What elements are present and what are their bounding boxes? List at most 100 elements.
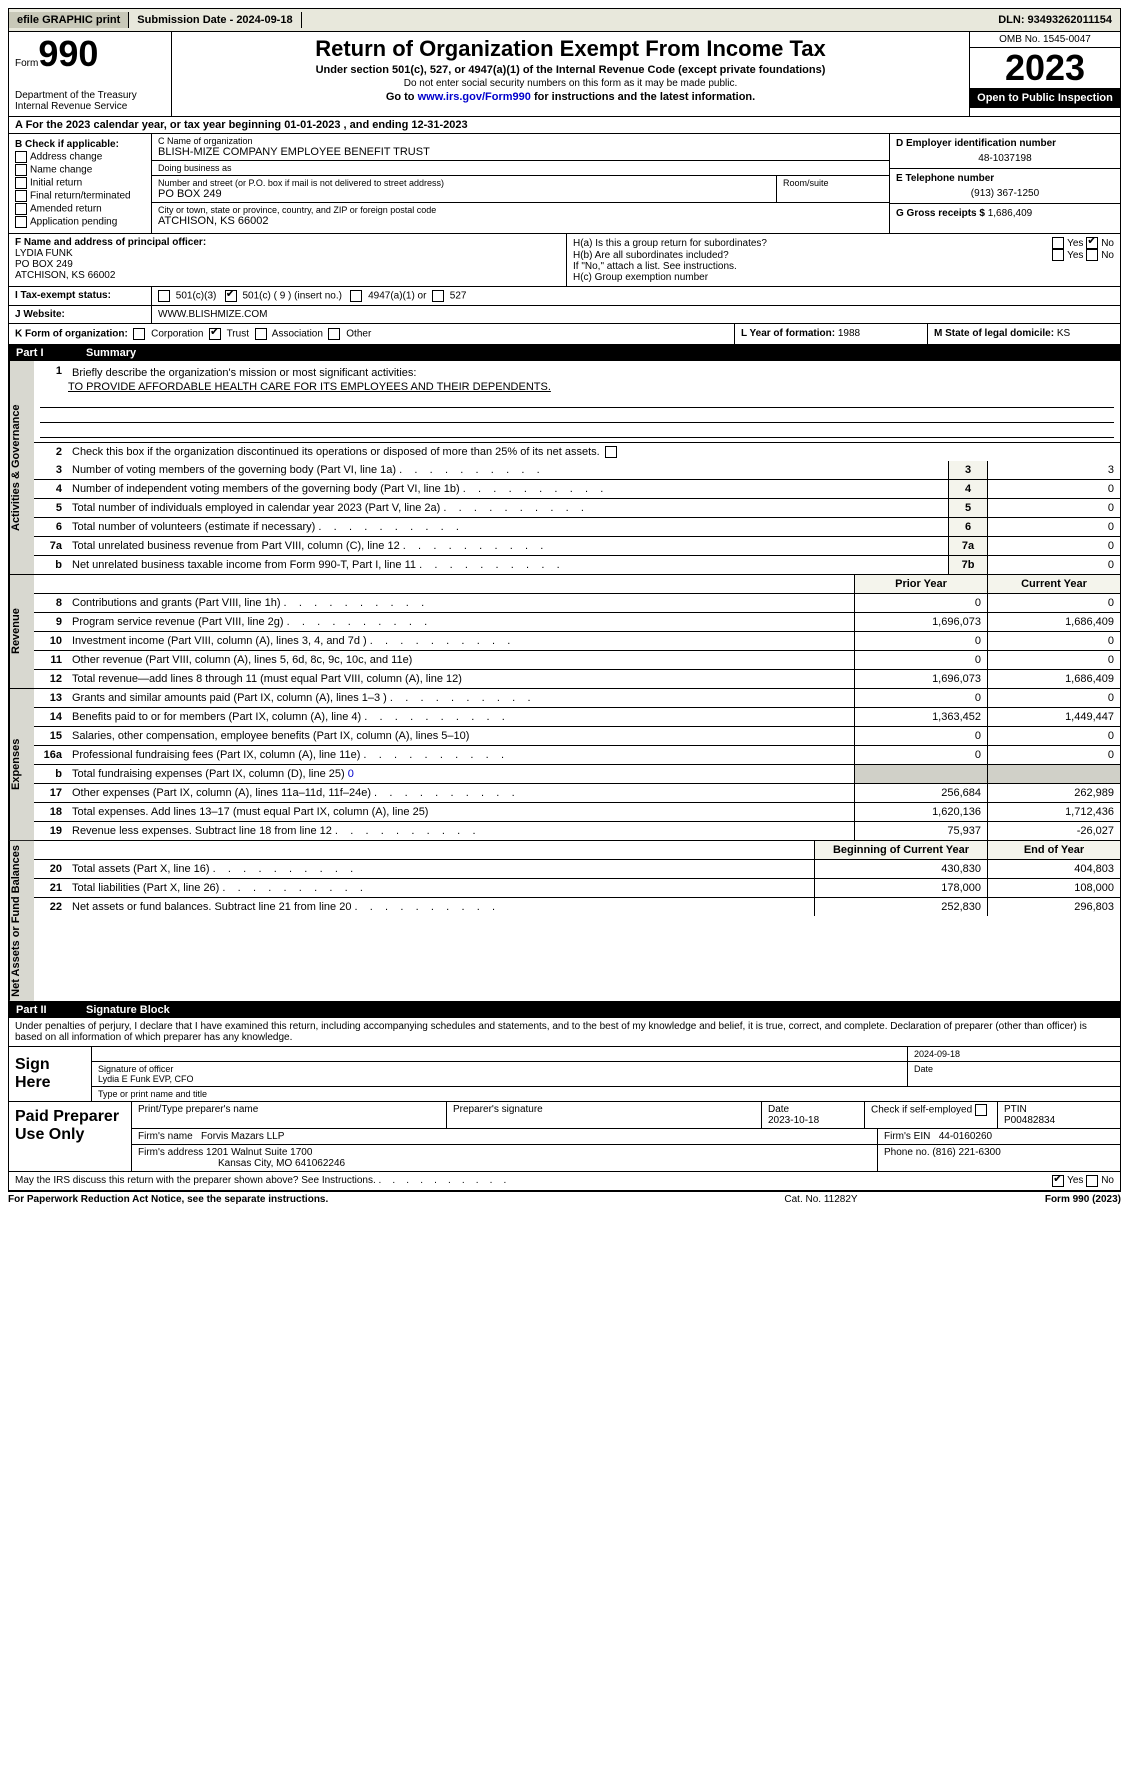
c16b <box>987 765 1120 783</box>
chk-initial-return[interactable] <box>15 177 27 189</box>
p11: 0 <box>854 651 987 669</box>
c-room-label: Room/suite <box>783 178 883 188</box>
klm-row: K Form of organization: Corporation Trus… <box>8 324 1121 345</box>
n20: 20 <box>34 863 68 875</box>
chk-name-change[interactable] <box>15 164 27 176</box>
chk-4947[interactable] <box>350 290 362 302</box>
l18-text: Total expenses. Add lines 13–17 (must eq… <box>68 804 854 820</box>
chk-hb-no[interactable] <box>1086 249 1098 261</box>
l8-text: Contributions and grants (Part VIII, lin… <box>68 595 854 611</box>
p8: 0 <box>854 594 987 612</box>
n8: 8 <box>34 597 68 609</box>
c-name: BLISH-MIZE COMPANY EMPLOYEE BENEFIT TRUS… <box>158 146 883 158</box>
box3: 3 <box>948 461 987 479</box>
n17: 17 <box>34 787 68 799</box>
l22-text: Net assets or fund balances. Subtract li… <box>68 899 814 915</box>
sig-name-label: Type or print name and title <box>92 1087 1120 1101</box>
v3: 3 <box>987 461 1120 479</box>
chk-application-pending[interactable] <box>15 216 27 228</box>
part1-header: Part ISummary <box>8 345 1121 361</box>
chk-hb-yes[interactable] <box>1052 249 1064 261</box>
summary-expenses: Expenses 13Grants and similar amounts pa… <box>8 689 1121 841</box>
n10: 10 <box>34 635 68 647</box>
chk-assoc[interactable] <box>255 328 267 340</box>
p17: 256,684 <box>854 784 987 802</box>
foot-mid: Cat. No. 11282Y <box>721 1194 921 1205</box>
c8: 0 <box>987 594 1120 612</box>
perjury-text: Under penalties of perjury, I declare th… <box>9 1018 1120 1047</box>
c-dba-label: Doing business as <box>158 163 883 173</box>
l1-text: Briefly describe the organization's miss… <box>68 365 1120 381</box>
chk-discontinued[interactable] <box>605 446 617 458</box>
submission-date: Submission Date - 2024-09-18 <box>129 12 301 28</box>
header-sub2: Do not enter social security numbers on … <box>178 78 963 89</box>
chk-final-return[interactable] <box>15 190 27 202</box>
c14: 1,449,447 <box>987 708 1120 726</box>
box6: 6 <box>948 518 987 536</box>
tab-revenue: Revenue <box>9 575 34 688</box>
b-header: B Check if applicable: <box>15 139 145 150</box>
n21: 21 <box>34 882 68 894</box>
l16b-link[interactable]: 0 <box>348 768 354 780</box>
chk-ha-no[interactable] <box>1086 237 1098 249</box>
chk-amended-return[interactable] <box>15 203 27 215</box>
header-sub1: Under section 501(c), 527, or 4947(a)(1)… <box>178 64 963 76</box>
n13: 13 <box>34 692 68 704</box>
row-a-tax-year: A For the 2023 calendar year, or tax yea… <box>8 117 1121 134</box>
hc-label: H(c) Group exemption number <box>573 272 1114 283</box>
p19: 75,937 <box>854 822 987 840</box>
chk-527[interactable] <box>432 290 444 302</box>
n22: 22 <box>34 901 68 913</box>
paid-preparer-block: Paid Preparer Use Only Print/Type prepar… <box>8 1102 1121 1172</box>
l2-text: Check this box if the organization disco… <box>68 444 1120 460</box>
n3: 3 <box>34 464 68 476</box>
hdr-current: Current Year <box>987 575 1120 593</box>
chk-501c[interactable] <box>225 290 237 302</box>
chk-corp[interactable] <box>133 328 145 340</box>
chk-other[interactable] <box>328 328 340 340</box>
efile-print-button[interactable]: efile GRAPHIC print <box>9 12 129 28</box>
sig-officer-label: Signature of officer Lydia E Funk EVP, C… <box>92 1062 908 1086</box>
org-info-block: B Check if applicable: Address change Na… <box>8 134 1121 234</box>
c10: 0 <box>987 632 1120 650</box>
k-form-org: K Form of organization: Corporation Trus… <box>9 324 734 344</box>
c19: -26,027 <box>987 822 1120 840</box>
h-group: H(a) Is this a group return for subordin… <box>567 234 1120 286</box>
col-c-org: C Name of organization BLISH-MIZE COMPAN… <box>152 134 889 233</box>
ha-label: H(a) Is this a group return for subordin… <box>573 238 1052 249</box>
tab-netassets: Net Assets or Fund Balances <box>9 841 34 1001</box>
p9: 1,696,073 <box>854 613 987 631</box>
p10: 0 <box>854 632 987 650</box>
c18: 1,712,436 <box>987 803 1120 821</box>
tab-expenses: Expenses <box>9 689 34 840</box>
chk-501c3[interactable] <box>158 290 170 302</box>
v5: 0 <box>987 499 1120 517</box>
header-right: OMB No. 1545-0047 2023 Open to Public In… <box>969 32 1120 116</box>
n5: 5 <box>34 502 68 514</box>
chk-address-change[interactable] <box>15 151 27 163</box>
summary-netassets: Net Assets or Fund Balances Beginning of… <box>8 841 1121 1002</box>
prep-check: Check if self-employed <box>865 1102 998 1128</box>
p16b <box>854 765 987 783</box>
firm-ein: Firm's EIN 44-0160260 <box>878 1129 1120 1144</box>
hdr-prior: Prior Year <box>854 575 987 593</box>
c-city-label: City or town, state or province, country… <box>158 205 883 215</box>
c11: 0 <box>987 651 1120 669</box>
c13: 0 <box>987 689 1120 707</box>
omb-number: OMB No. 1545-0047 <box>970 32 1120 48</box>
b21: 178,000 <box>814 879 987 897</box>
chk-discuss-no[interactable] <box>1086 1175 1098 1187</box>
discuss-q: May the IRS discuss this return with the… <box>15 1175 1052 1187</box>
sig-officer-cell <box>92 1047 908 1061</box>
irs-link[interactable]: www.irs.gov/Form990 <box>418 91 531 103</box>
l4-text: Number of independent voting members of … <box>68 481 948 497</box>
chk-trust[interactable] <box>209 328 221 340</box>
l17-text: Other expenses (Part IX, column (A), lin… <box>68 785 854 801</box>
chk-self-employed[interactable] <box>975 1104 987 1116</box>
form-header: Form990 Department of the Treasury Inter… <box>8 32 1121 117</box>
chk-discuss-yes[interactable] <box>1052 1175 1064 1187</box>
l16a-text: Professional fundraising fees (Part IX, … <box>68 747 854 763</box>
prep-sig-label: Preparer's signature <box>447 1102 762 1128</box>
chk-ha-yes[interactable] <box>1052 237 1064 249</box>
l16b-text: Total fundraising expenses (Part IX, col… <box>68 766 854 782</box>
